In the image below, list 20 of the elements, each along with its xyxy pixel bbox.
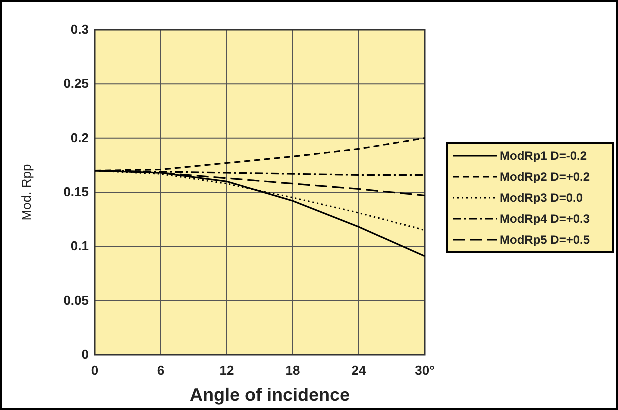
legend-label: ModRp4 D=+0.3 — [500, 212, 590, 226]
x-tick-label: 12 — [220, 363, 234, 378]
x-tick-label: 18 — [286, 363, 300, 378]
y-tick-label: 0 — [82, 347, 89, 362]
y-tick-label: 0.05 — [64, 292, 89, 308]
x-tick-label: 30° — [415, 363, 435, 378]
legend-label: ModRp1 D=-0.2 — [500, 149, 588, 163]
x-tick-label: 0 — [91, 363, 99, 378]
y-tick-label: 0.2 — [70, 130, 89, 146]
legend-label: ModRp2 D=+0.2 — [500, 170, 590, 184]
x-axis-title: Angle of incidence — [190, 385, 350, 405]
y-tick-label: 0.25 — [64, 76, 89, 92]
x-tick-label: 6 — [157, 363, 165, 378]
legend-label: ModRp5 D=+0.5 — [500, 233, 590, 247]
x-tick-label: 24 — [352, 363, 367, 378]
y-tick-label: 0.3 — [70, 22, 89, 37]
legend-label: ModRp3 D=0.0 — [500, 191, 584, 205]
y-axis-title: Mod. Rpp — [19, 164, 34, 221]
y-tick-label: 0.15 — [64, 184, 89, 200]
y-tick-label: 0.1 — [70, 238, 89, 254]
